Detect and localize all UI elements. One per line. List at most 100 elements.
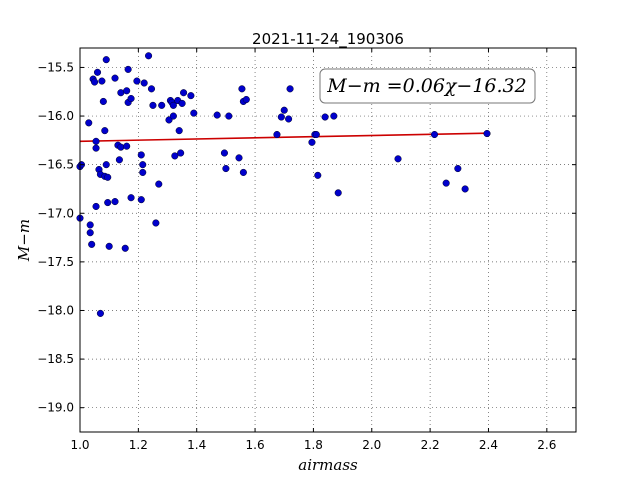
data-point [430, 130, 439, 139]
fit-layer [79, 132, 488, 143]
data-point [93, 68, 102, 76]
data-point [178, 99, 186, 107]
annotation-text: M−m =0.06χ−16.32 [326, 75, 526, 97]
y-tick-label: −17.0 [37, 206, 74, 220]
data-point [285, 115, 293, 123]
data-point [124, 65, 132, 73]
data-point [334, 189, 342, 197]
data-point [180, 89, 188, 97]
data-point [149, 101, 157, 109]
data-point [220, 149, 228, 157]
data-point [99, 97, 107, 106]
data-point [286, 85, 294, 93]
data-point [140, 79, 148, 87]
data-point [213, 111, 221, 119]
y-tick-label: −17.5 [37, 255, 74, 269]
y-tick-label: −19.0 [37, 401, 74, 415]
data-point [235, 154, 243, 162]
data-point [280, 106, 288, 114]
data-point [454, 164, 462, 173]
x-tick-label: 1.4 [187, 438, 206, 452]
data-point [102, 161, 110, 169]
data-point [139, 161, 147, 169]
data-point [98, 77, 106, 85]
data-point [85, 119, 93, 127]
x-axis-label: airmass [298, 456, 358, 474]
data-point [86, 229, 94, 237]
x-tick-label: 1.8 [304, 438, 323, 452]
data-point [133, 77, 141, 85]
data-point [177, 149, 185, 157]
data-point [104, 173, 112, 181]
data-point [147, 85, 156, 93]
y-tick-label: −16.5 [37, 158, 74, 172]
data-point [92, 202, 100, 211]
data-point [330, 112, 338, 120]
data-point [277, 113, 285, 121]
data-point [111, 74, 119, 82]
data-point [222, 164, 230, 173]
data-point [308, 138, 316, 146]
data-point [115, 156, 123, 164]
data-point [127, 95, 135, 103]
data-point [314, 171, 322, 179]
data-point [96, 309, 104, 317]
fit-line [79, 132, 488, 143]
data-point [155, 180, 163, 188]
data-point [158, 101, 166, 109]
x-tick-label: 2.4 [479, 438, 498, 452]
x-tick-label: 2.2 [421, 438, 440, 452]
ticks-layer: 1.0 1.2 1.4 1.6 1.8 2.0 2.2 2.4 2.6 −15.5 −16.0 −16… [37, 48, 576, 452]
data-point [461, 185, 469, 193]
data-point [91, 78, 99, 86]
x-tick-label: 2.6 [537, 438, 556, 452]
y-tick-label: −18.5 [37, 352, 74, 366]
chart-title: 2021-11-24_190306 [252, 30, 404, 49]
data-point [321, 113, 329, 121]
data-point [273, 130, 281, 139]
data-point [123, 87, 131, 95]
data-point [152, 219, 160, 227]
plot-frame [79, 47, 577, 433]
data-point [239, 168, 247, 176]
data-point [86, 221, 94, 229]
data-point [117, 143, 125, 151]
y-tick-label: −18.0 [37, 303, 74, 317]
data-point [104, 199, 112, 207]
data-point [238, 85, 246, 93]
annotation-frame [319, 68, 536, 104]
data-point [102, 56, 110, 64]
data-point [190, 109, 198, 117]
data-point [101, 127, 109, 135]
data-point [225, 112, 233, 120]
data-point [242, 95, 250, 104]
data-point [171, 152, 179, 160]
points-layer [76, 52, 491, 317]
data-point [121, 244, 129, 252]
data-point [312, 130, 320, 139]
data-point [92, 137, 100, 145]
data-point [123, 142, 131, 150]
data-point [145, 52, 153, 60]
data-point [88, 240, 96, 248]
data-point [169, 112, 177, 120]
data-point [169, 101, 177, 109]
data-point [394, 155, 402, 163]
data-point [187, 92, 195, 100]
fit-annotation: M−m =0.06χ−16.32 [319, 68, 536, 104]
data-point [137, 196, 145, 204]
data-point [105, 242, 113, 250]
x-tick-label: 1.2 [129, 438, 148, 452]
y-tick-label: −15.5 [37, 60, 74, 74]
y-tick-label: −16.0 [37, 109, 74, 123]
y-axis-label: M−m [15, 219, 33, 262]
data-point [111, 198, 119, 206]
data-point [483, 129, 491, 138]
data-point [139, 168, 147, 176]
x-tick-label: 2.0 [362, 438, 381, 452]
data-point [442, 179, 450, 187]
data-point [127, 194, 135, 202]
x-tick-label: 1.0 [70, 438, 89, 452]
